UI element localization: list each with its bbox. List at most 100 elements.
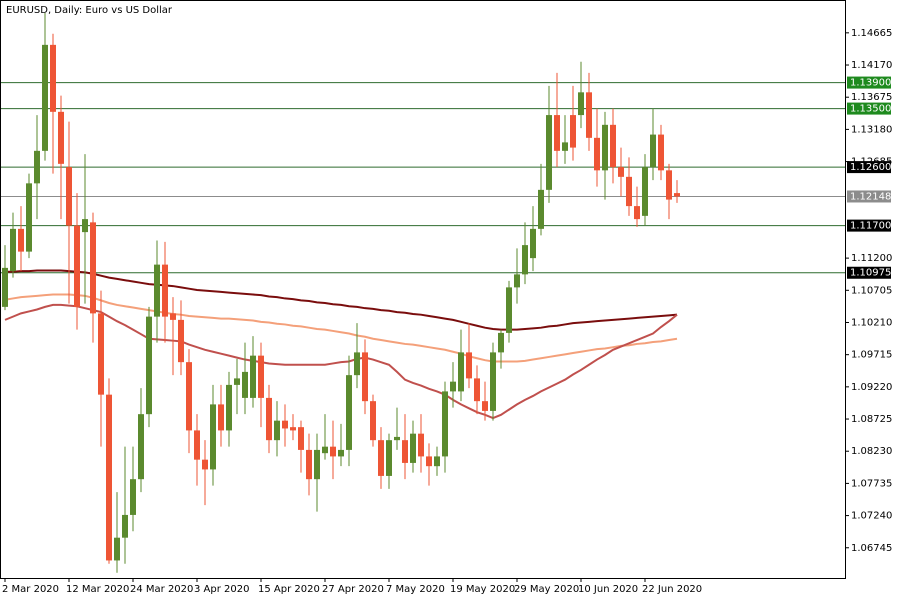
candle-body	[266, 397, 272, 441]
candle-body	[178, 319, 184, 363]
x-tick-label: 22 Jun 2020	[642, 584, 702, 595]
candle-body	[170, 313, 176, 320]
candle-body	[2, 267, 8, 307]
x-tick-label: 2 Mar 2020	[2, 584, 59, 595]
candle-body	[194, 430, 200, 460]
x-tick-label: 29 May 2020	[514, 584, 579, 595]
level-label: 1.12148	[850, 191, 891, 202]
y-tick-label: 1.08230	[851, 446, 892, 457]
candle-body	[242, 371, 248, 398]
level-label: 1.11700	[850, 221, 891, 232]
candle-body	[658, 134, 664, 171]
candle-body	[354, 352, 360, 376]
moving-average	[4, 293, 678, 363]
candle-body	[202, 459, 208, 470]
candle-body	[298, 427, 304, 450]
candle-body	[346, 375, 352, 450]
candle-body	[522, 245, 528, 275]
y-tick-label: 1.14170	[851, 60, 892, 71]
candle-body	[226, 384, 232, 431]
candle-body	[74, 225, 80, 307]
candle-body	[10, 228, 16, 272]
candle-body	[530, 228, 536, 259]
candle-body	[314, 449, 320, 480]
x-tick-label: 24 Mar 2020	[130, 584, 193, 595]
level-label: 1.13900	[850, 78, 891, 89]
y-tick-label: 1.10210	[851, 317, 892, 328]
candle-body	[66, 167, 72, 226]
candle-body	[650, 134, 656, 168]
candle-body	[514, 274, 520, 288]
candle-body	[578, 92, 584, 116]
candle-body	[546, 115, 552, 190]
candle-body	[42, 44, 48, 151]
candle-body	[106, 394, 112, 561]
y-tick-label: 1.08725	[851, 414, 892, 425]
candle-body	[586, 92, 592, 138]
y-tick-label: 1.07240	[851, 511, 892, 522]
y-tick-label: 1.06745	[851, 543, 892, 554]
candle-body	[34, 150, 40, 184]
y-tick-label: 1.10705	[851, 285, 892, 296]
candle-body	[506, 287, 512, 333]
moving-average	[5, 269, 678, 331]
candle-body	[130, 479, 136, 515]
candle-body	[602, 124, 608, 171]
candle-body	[666, 170, 672, 200]
y-tick-label: 1.09220	[851, 382, 892, 393]
candle-body	[554, 115, 560, 151]
candle-body	[466, 352, 472, 379]
level-label-bg	[847, 190, 891, 203]
candle-body	[18, 228, 24, 252]
candle-body	[162, 264, 168, 317]
candle-body	[418, 433, 424, 457]
candle-body	[138, 414, 144, 480]
candle-body	[450, 381, 456, 392]
level-label-bg	[847, 102, 891, 115]
chart-title: EURUSD, Daily: Euro vs US Dollar	[6, 5, 173, 16]
candle-body	[218, 404, 224, 431]
x-tick-label: 7 May 2020	[386, 584, 445, 595]
level-label-bg	[847, 161, 891, 174]
candle-body	[594, 137, 600, 171]
candle-body	[146, 316, 152, 415]
candle-body	[258, 355, 264, 398]
y-tick-label: 1.07735	[851, 478, 892, 489]
y-tick-label: 1.09715	[851, 350, 892, 361]
candle-body	[234, 378, 240, 385]
candle-body	[90, 222, 96, 314]
candle-body	[282, 420, 288, 429]
candle-body	[642, 167, 648, 216]
candle-body	[378, 440, 384, 476]
candle-body	[402, 440, 408, 463]
level-label-bg	[847, 266, 891, 279]
x-tick-label: 15 Apr 2020	[258, 584, 320, 595]
candle-body	[58, 111, 64, 164]
x-tick-label: 10 Jun 2020	[578, 584, 638, 595]
candle-body	[362, 352, 368, 402]
candle-body	[250, 355, 256, 398]
candle-body	[98, 313, 104, 395]
candle-body	[122, 514, 128, 538]
candle-body	[562, 142, 568, 151]
plot-frame	[0, 0, 846, 579]
candle-body	[274, 420, 280, 441]
level-label: 1.10975	[850, 268, 891, 279]
candle-body	[386, 440, 392, 476]
moving-average	[4, 303, 678, 420]
candle-body	[482, 401, 488, 411]
y-tick-label: 1.13180	[851, 124, 892, 135]
candle-body	[394, 436, 400, 441]
candle-body	[50, 44, 56, 112]
x-tick-label: 19 May 2020	[450, 584, 515, 595]
candle-body	[114, 537, 120, 561]
candle-body	[290, 427, 296, 431]
candle-body	[186, 362, 192, 431]
candle-body	[610, 124, 616, 168]
candle-body	[410, 433, 416, 463]
candle-body	[458, 352, 464, 392]
candle-body	[26, 183, 32, 252]
candle-body	[82, 219, 88, 233]
candle-body	[306, 449, 312, 480]
